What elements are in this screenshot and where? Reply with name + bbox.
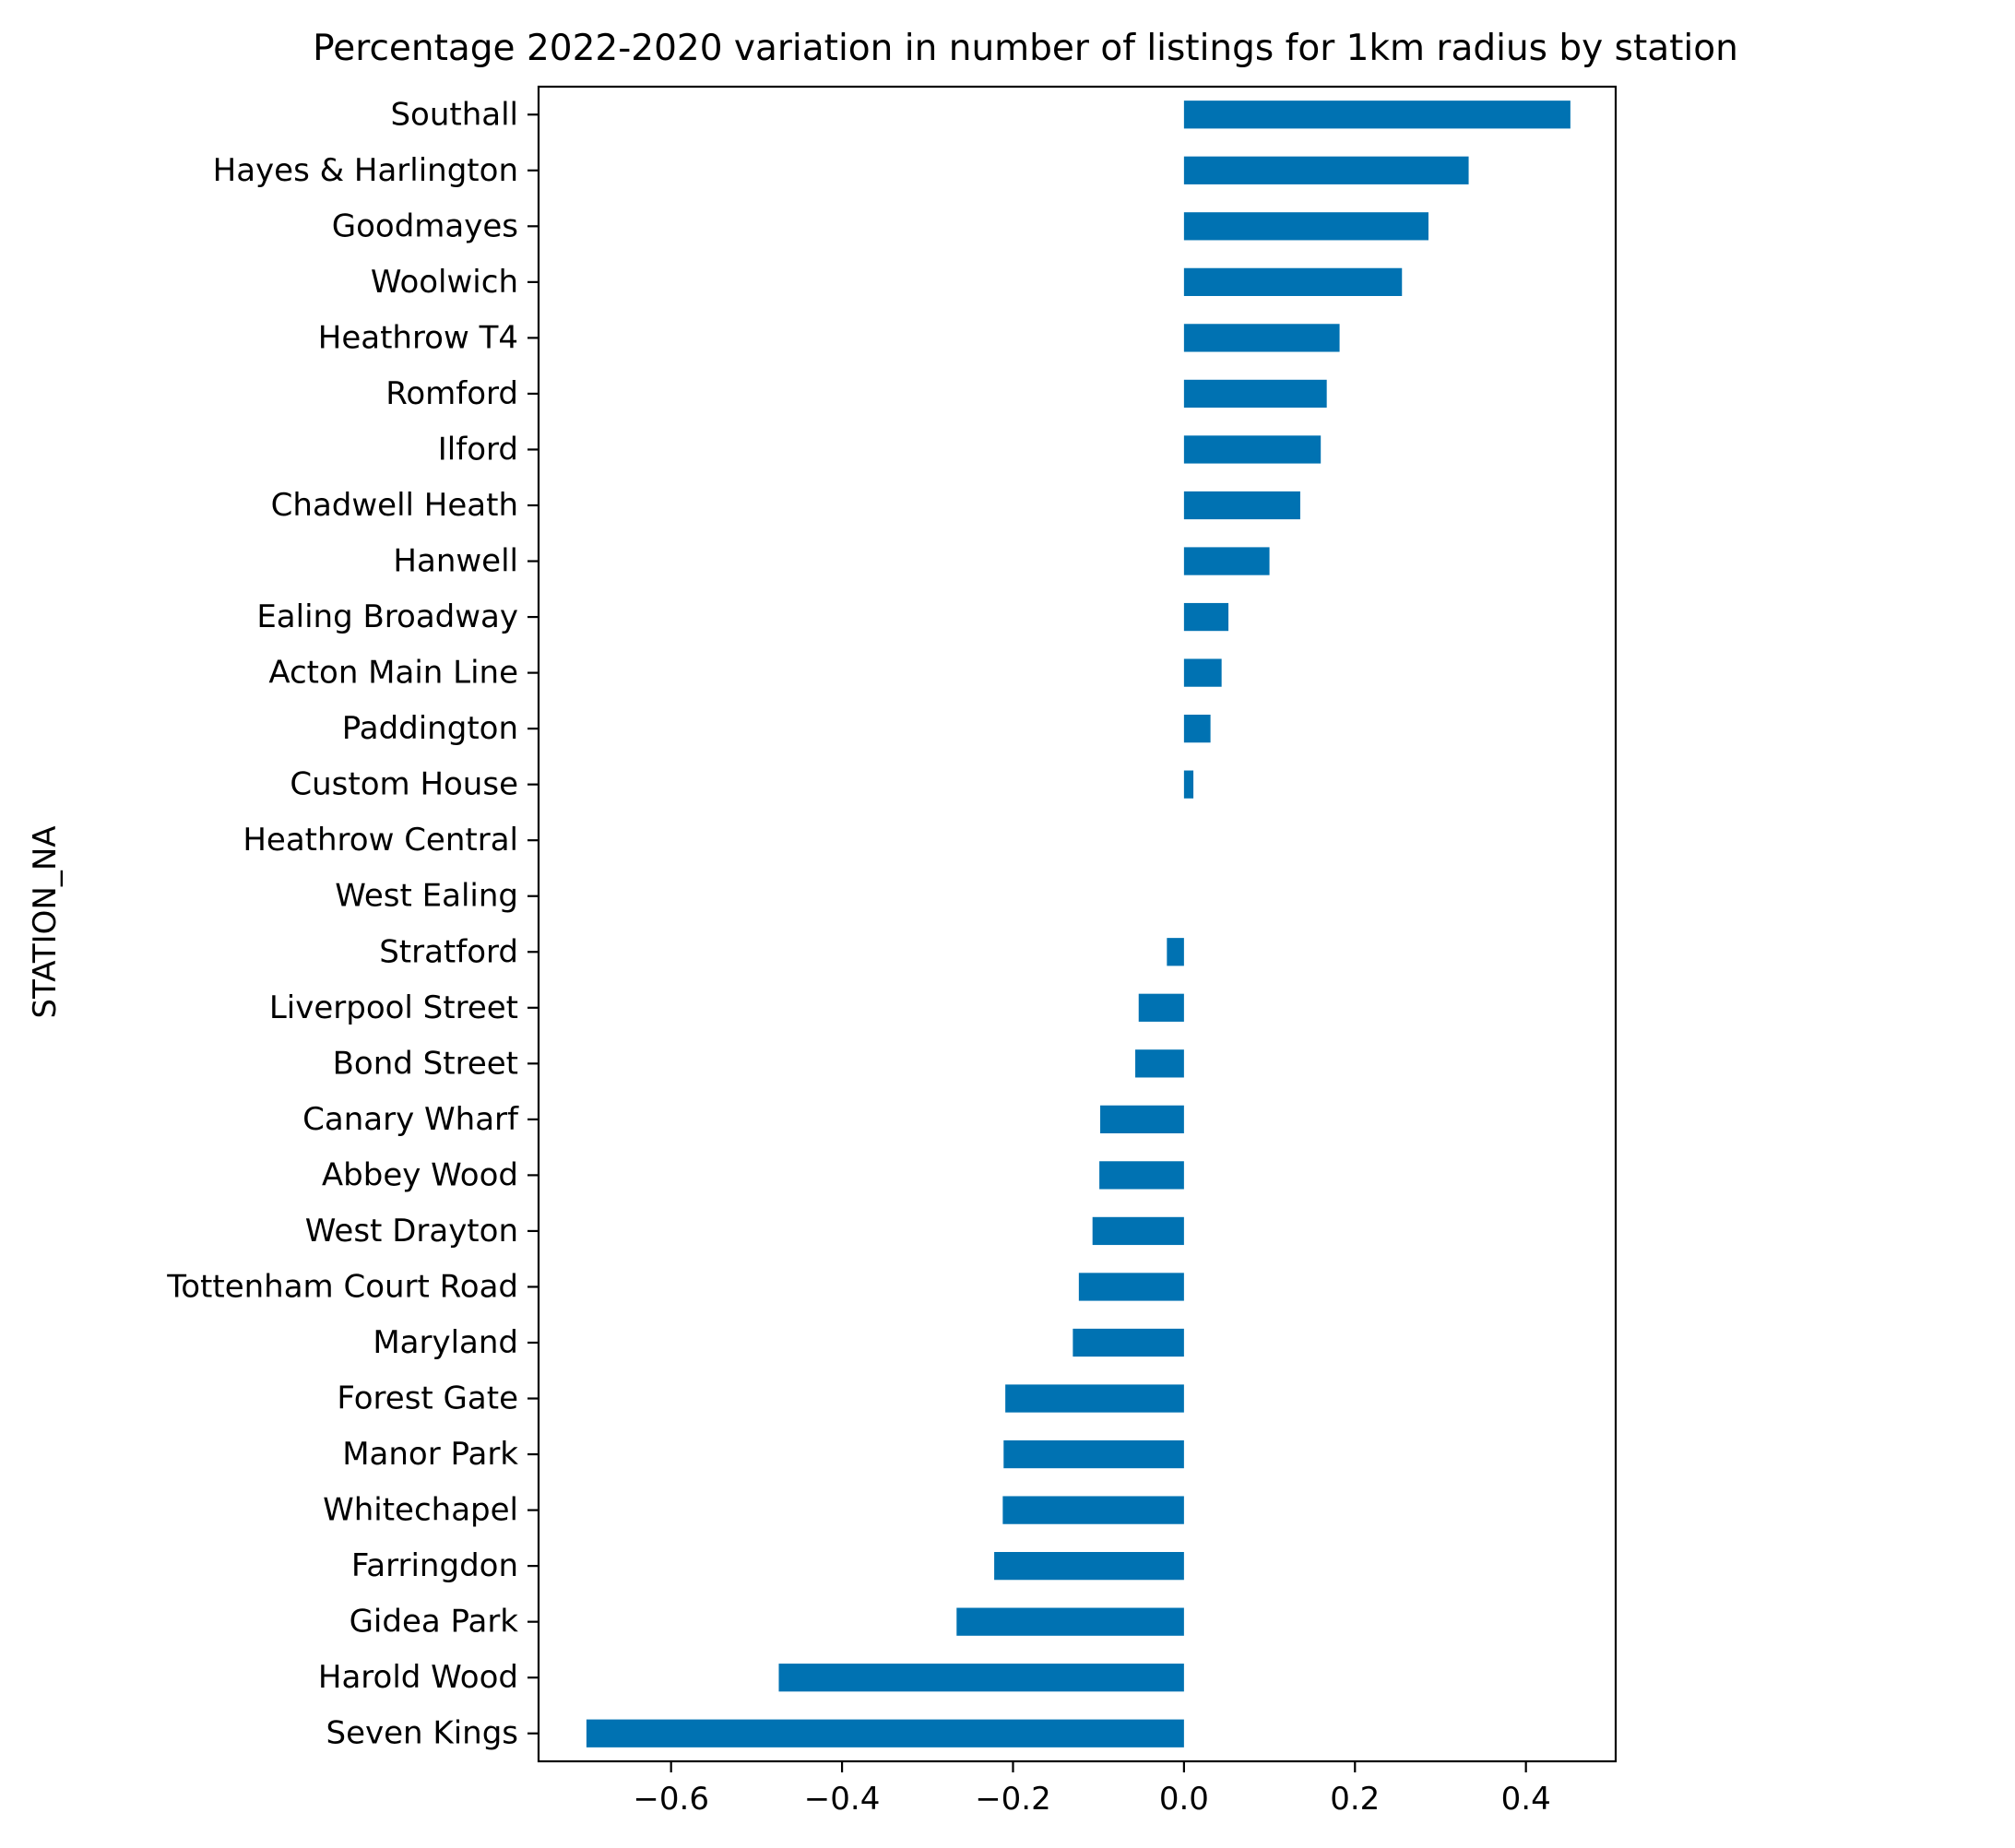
x-tick-label: −0.6 xyxy=(633,1781,709,1818)
x-tick-label: 0.0 xyxy=(1159,1781,1209,1818)
bar-bond-street xyxy=(1135,1049,1184,1078)
y-tick-label: Romford xyxy=(385,375,518,412)
y-tick-label: Maryland xyxy=(373,1324,518,1361)
y-tick-label: Ilford xyxy=(438,431,518,468)
y-tick-label: Acton Main Line xyxy=(268,655,518,692)
bar-heathrow-t4 xyxy=(1183,324,1340,352)
bar-forest-gate xyxy=(1005,1384,1184,1413)
y-tick-label: Paddington xyxy=(342,710,518,747)
bar-ealing-broadway xyxy=(1183,602,1229,632)
y-tick-label: Stratford xyxy=(379,933,518,970)
bars-layer xyxy=(586,101,1571,1747)
bar-whitechapel xyxy=(1002,1496,1184,1524)
bar-stratford xyxy=(1167,938,1184,966)
bar-goodmayes xyxy=(1183,212,1428,241)
y-tick-label: Gidea Park xyxy=(350,1604,519,1641)
y-tick-label: West Drayton xyxy=(305,1213,518,1250)
bar-romford xyxy=(1183,379,1327,409)
y-tick-label: Canary Wharf xyxy=(302,1101,519,1138)
bar-harold-wood xyxy=(778,1664,1184,1692)
y-axis: Southall Hayes & Harlington Goodmayes Woolw… xyxy=(166,96,539,1752)
x-tick-label: 0.2 xyxy=(1330,1781,1380,1818)
y-tick-label: Chadwell Heath xyxy=(271,487,518,524)
y-tick-label: Goodmayes xyxy=(332,207,518,244)
bar-liverpool-street xyxy=(1138,993,1184,1022)
x-tick-label: 0.4 xyxy=(1501,1781,1551,1818)
chart-title: Percentage 2022-2020 variation in number… xyxy=(313,28,1738,69)
bar-farringdon xyxy=(994,1552,1184,1581)
bar-manor-park xyxy=(1003,1439,1184,1469)
y-tick-label: Abbey Wood xyxy=(322,1156,518,1193)
y-tick-label: Bond Street xyxy=(333,1045,518,1082)
y-tick-label: Liverpool Street xyxy=(269,989,518,1026)
y-tick-label: Harold Wood xyxy=(318,1659,518,1696)
x-tick-label: −0.2 xyxy=(975,1781,1051,1818)
bar-chadwell-heath xyxy=(1183,491,1300,520)
bar-maryland xyxy=(1073,1328,1184,1357)
y-axis-label: STATION_NA xyxy=(27,825,64,1018)
y-tick-label: Custom House xyxy=(290,766,518,803)
y-tick-label: Heathrow Central xyxy=(243,822,518,859)
x-tick-label: −0.4 xyxy=(804,1781,881,1818)
bar-southall xyxy=(1183,101,1571,129)
y-tick-label: Southall xyxy=(390,96,518,133)
y-tick-label: Ealing Broadway xyxy=(256,598,518,635)
y-tick-label: Tottenham Court Road xyxy=(166,1268,518,1305)
y-tick-label: Hanwell xyxy=(393,543,518,580)
bar-west-drayton xyxy=(1092,1216,1184,1246)
bar-gidea-park xyxy=(956,1607,1184,1636)
bar-abbey-wood xyxy=(1099,1161,1184,1190)
y-tick-label: West Ealing xyxy=(335,878,518,915)
bar-paddington xyxy=(1183,715,1211,743)
bar-tottenham-court-road xyxy=(1078,1273,1184,1301)
bar-acton-main-line xyxy=(1183,658,1222,687)
y-tick-label: Woolwich xyxy=(371,264,518,301)
bar-canary-wharf xyxy=(1100,1105,1184,1133)
bar-custom-house xyxy=(1183,770,1194,799)
bar-hanwell xyxy=(1183,547,1270,575)
plot-frame xyxy=(537,85,1618,1763)
y-tick-label: Manor Park xyxy=(342,1436,518,1473)
bar-hayes-and-harlington xyxy=(1183,156,1469,184)
x-axis: −0.6 −0.4 −0.2 0.0 0.2 0.4 xyxy=(633,1761,1551,1818)
bar-seven-kings xyxy=(586,1719,1184,1747)
bar-ilford xyxy=(1183,435,1322,464)
y-tick-label: Forest Gate xyxy=(337,1380,518,1417)
y-tick-label: Whitechapel xyxy=(323,1492,518,1529)
bar-woolwich xyxy=(1183,267,1403,296)
y-tick-label: Hayes & Harlington xyxy=(213,152,518,189)
y-tick-label: Seven Kings xyxy=(326,1715,518,1752)
y-tick-label: Farringdon xyxy=(351,1547,518,1584)
y-tick-label: Heathrow T4 xyxy=(318,319,518,356)
